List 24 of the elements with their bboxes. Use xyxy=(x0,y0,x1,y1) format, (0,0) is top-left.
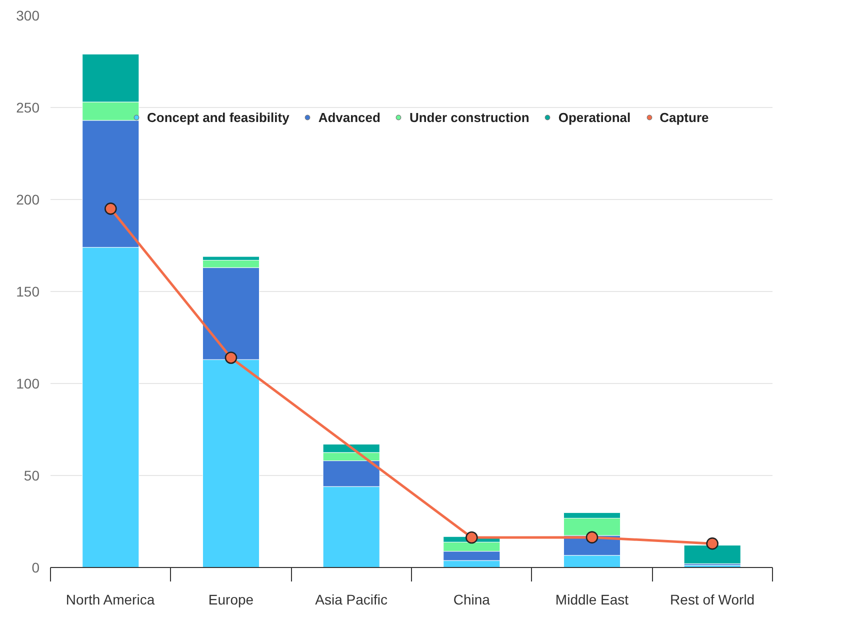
y-tick-label: 100 xyxy=(16,376,40,392)
bar xyxy=(684,544,741,564)
point xyxy=(466,531,478,544)
x-tick-label: Rest of World xyxy=(670,592,755,608)
x-tick-label: China xyxy=(453,592,490,608)
x-tick-label: North America xyxy=(66,592,155,608)
x-tick-label: Asia Pacific xyxy=(315,592,388,608)
y-tick-label: 250 xyxy=(16,100,40,116)
x-tick-label: Europe xyxy=(208,592,254,608)
y-tick-label: 50 xyxy=(24,468,40,484)
point xyxy=(586,531,598,544)
point xyxy=(104,202,117,215)
legend-label: Concept and feasibility xyxy=(147,110,290,124)
legend-label: Operational xyxy=(558,110,631,124)
legend-label: Under construction xyxy=(409,110,530,124)
legend-label: Capture xyxy=(660,110,709,124)
x-tick-label: Middle East xyxy=(555,592,629,608)
legend-label: Advanced xyxy=(318,110,380,124)
y-tick-label: 150 xyxy=(16,284,40,300)
y-tick-label: 300 xyxy=(16,8,40,24)
y-tick-label: 200 xyxy=(16,192,40,208)
y-tick-label: 0 xyxy=(32,560,40,576)
point xyxy=(706,537,718,550)
point xyxy=(224,352,238,364)
